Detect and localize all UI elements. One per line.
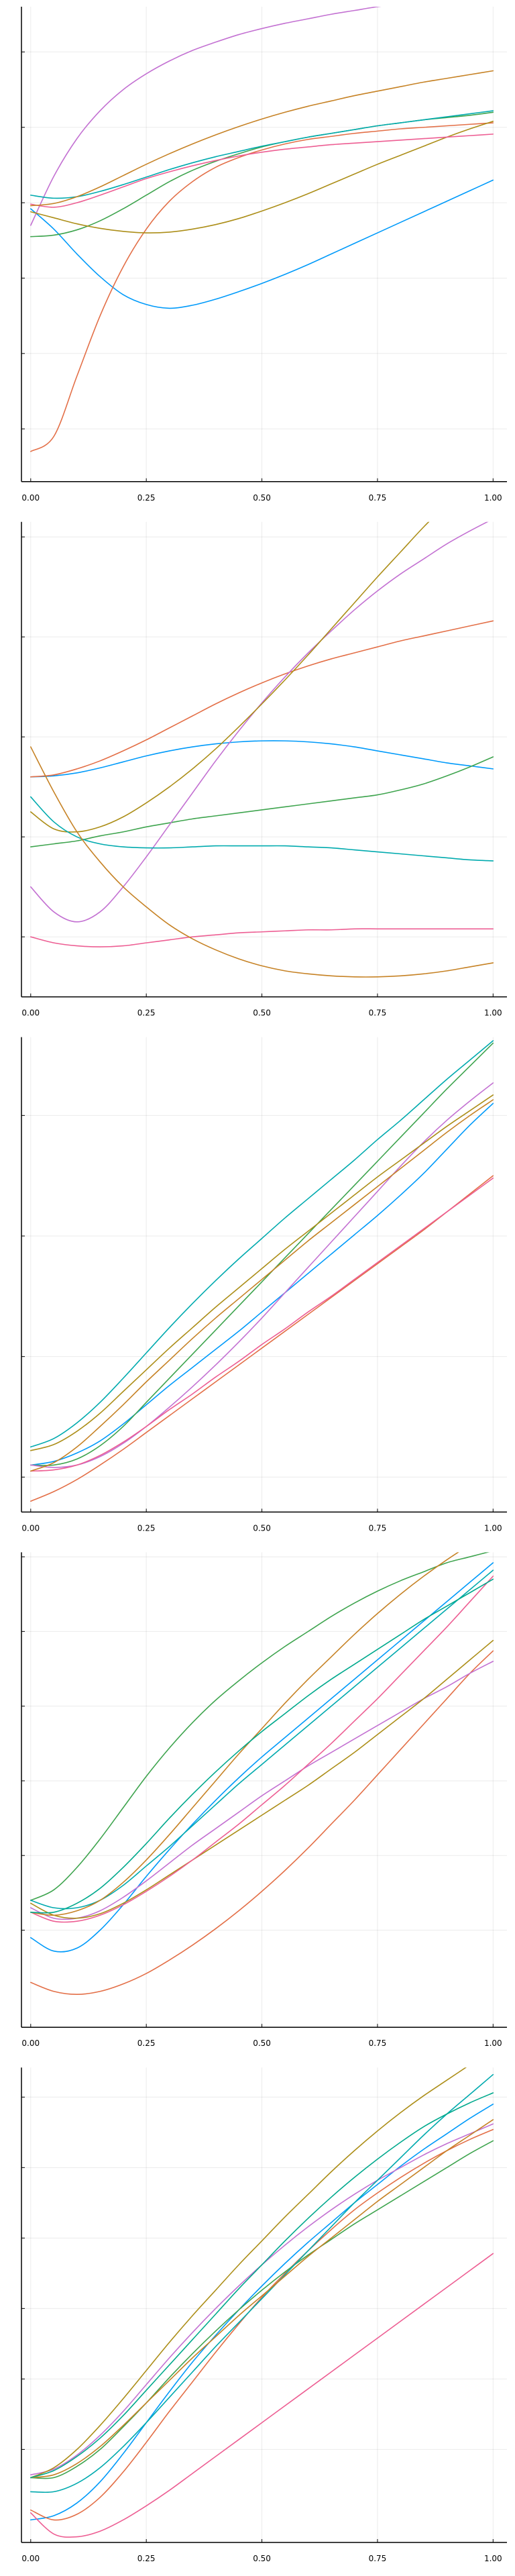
- x-tick-label: 0.00: [21, 1523, 40, 1533]
- x-tick-label: 0.75: [369, 2554, 387, 2563]
- series-line-4: [30, 7, 382, 226]
- series-line-3: [30, 756, 494, 847]
- series-line-2: [30, 2128, 494, 2521]
- x-tick-label: 0.75: [369, 1009, 387, 1018]
- x-tick-label: 0.50: [253, 493, 271, 503]
- x-tick-label: 0.00: [21, 2554, 40, 2563]
- series-line-6: [30, 110, 494, 199]
- x-tick-label: 1.00: [484, 1009, 502, 1018]
- x-tick-label: 0.25: [137, 1523, 156, 1533]
- series-line-9: [30, 1578, 494, 1914]
- x-tick-label: 0.00: [21, 493, 40, 503]
- series-line-8: [30, 1552, 459, 1916]
- series-line-6: [30, 2073, 494, 2493]
- series-line-7: [30, 1177, 494, 1472]
- series-line-1: [30, 179, 494, 309]
- series-line-7: [30, 2253, 494, 2538]
- series-line-1: [30, 2104, 494, 2521]
- series-line-8: [30, 70, 494, 207]
- series-line-6: [30, 1569, 494, 1910]
- series-line-1: [30, 1562, 494, 1953]
- series-line-4: [30, 521, 489, 923]
- chart-panel-1: 0.00 0.25 0.50 0.75 1.00: [21, 7, 507, 503]
- x-tick-label: 0.50: [253, 2039, 271, 2048]
- x-tick-label: 0.75: [369, 1523, 387, 1533]
- x-tick-label: 0.50: [253, 1009, 271, 1018]
- series-line-9: [30, 2092, 494, 2479]
- x-tick-label: 0.25: [137, 1009, 156, 1018]
- x-tick-label: 0.75: [369, 2039, 387, 2048]
- chart-panel-4: 0.00 0.25 0.50 0.75 1.00: [21, 1552, 507, 2048]
- series-line-4: [30, 1661, 494, 1920]
- series-line-4: [30, 1082, 494, 1468]
- series-group: [30, 7, 494, 452]
- series-group: [30, 1552, 494, 1996]
- series-line-8: [30, 1099, 494, 1472]
- series-line-5: [30, 120, 494, 234]
- series-line-5: [30, 1639, 494, 1919]
- series-line-1: [30, 1102, 494, 1466]
- x-tick-label: 1.00: [484, 2554, 502, 2563]
- chart-panel-2: 0.00 0.25 0.50 0.75 1.00: [21, 521, 507, 1018]
- series-line-3: [30, 2140, 494, 2479]
- series-line-5: [30, 1094, 494, 1451]
- series-line-8: [30, 746, 494, 978]
- series-group: [30, 2067, 494, 2538]
- x-tick-label: 1.00: [484, 2039, 502, 2048]
- series-line-6: [30, 1040, 494, 1448]
- x-tick-label: 0.00: [21, 1009, 40, 1018]
- series-line-7: [30, 1576, 494, 1923]
- series-line-2: [30, 1175, 494, 1502]
- x-tick-label: 1.00: [484, 493, 502, 503]
- series-line-7: [30, 134, 494, 208]
- x-tick-label: 0.25: [137, 493, 156, 503]
- series-line-3: [30, 1042, 494, 1466]
- series-line-2: [30, 122, 494, 452]
- series-line-1: [30, 740, 494, 778]
- x-tick-label: 1.00: [484, 1523, 502, 1533]
- series-line-2: [30, 620, 494, 778]
- x-tick-label: 0.75: [369, 493, 387, 503]
- series-line-7: [30, 928, 494, 947]
- series-line-5: [30, 2067, 467, 2479]
- series-line-8: [30, 2119, 494, 2479]
- x-tick-label: 0.50: [253, 2554, 271, 2563]
- chart-panel-5: 0.00 0.25 0.50 0.75 1.00: [21, 2067, 507, 2563]
- series-line-5: [30, 521, 430, 833]
- x-tick-label: 0.50: [253, 1523, 271, 1533]
- series-group: [30, 521, 494, 978]
- series-line-3: [30, 1552, 490, 1901]
- x-tick-label: 0.25: [137, 2039, 156, 2048]
- x-tick-label: 0.00: [21, 2039, 40, 2048]
- series-group: [30, 1040, 494, 1502]
- series-line-2: [30, 1650, 494, 1996]
- series-line-6: [30, 796, 494, 862]
- x-tick-label: 0.25: [137, 2554, 156, 2563]
- chart-panel-3: 0.00 0.25 0.50 0.75 1.00: [21, 1037, 507, 1533]
